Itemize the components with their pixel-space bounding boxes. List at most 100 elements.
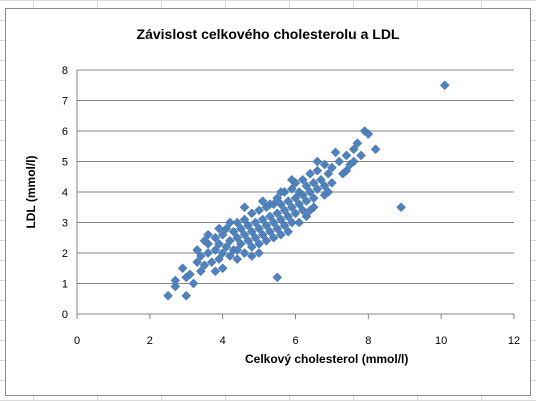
data-point bbox=[396, 202, 406, 213]
y-tick-label: 4 bbox=[62, 187, 68, 199]
data-point bbox=[327, 162, 337, 173]
data-point bbox=[246, 251, 257, 261]
data-point bbox=[217, 248, 228, 258]
data-point bbox=[217, 229, 228, 240]
data-point bbox=[297, 205, 308, 216]
data-point bbox=[272, 272, 283, 283]
data-point bbox=[287, 174, 297, 185]
data-point bbox=[228, 226, 239, 237]
data-point bbox=[276, 229, 286, 240]
data-point bbox=[195, 251, 206, 261]
data-point bbox=[203, 229, 213, 240]
data-point bbox=[297, 174, 308, 185]
data-point bbox=[250, 232, 261, 243]
data-point bbox=[308, 177, 319, 188]
data-point bbox=[279, 220, 290, 231]
data-point bbox=[272, 223, 283, 234]
data-point bbox=[192, 257, 203, 268]
y-tick-label: 0 bbox=[62, 309, 68, 321]
data-point bbox=[323, 168, 334, 179]
y-axis-label: LDL (mmol/l) bbox=[24, 155, 38, 229]
data-point bbox=[192, 245, 203, 255]
data-point bbox=[177, 263, 188, 274]
data-point bbox=[268, 232, 279, 243]
data-point bbox=[163, 290, 173, 301]
data-point bbox=[265, 199, 275, 210]
data-point bbox=[239, 248, 250, 258]
chart-title: Závislost celkového cholesterolu a LDL bbox=[136, 26, 400, 42]
data-point bbox=[210, 245, 221, 255]
data-point bbox=[206, 257, 217, 268]
data-point bbox=[301, 211, 312, 222]
data-point bbox=[279, 205, 290, 216]
data-point bbox=[348, 156, 359, 167]
data-point bbox=[232, 254, 243, 264]
data-point bbox=[236, 238, 246, 249]
data-point bbox=[334, 156, 345, 167]
y-tick-label: 1 bbox=[62, 279, 68, 291]
data-point bbox=[272, 208, 283, 219]
x-tick-label: 8 bbox=[365, 335, 371, 347]
data-point bbox=[203, 248, 213, 258]
y-tick-label: 2 bbox=[62, 248, 68, 260]
data-point bbox=[210, 266, 221, 277]
data-point bbox=[287, 184, 297, 194]
data-point bbox=[225, 235, 235, 246]
data-point bbox=[265, 211, 275, 222]
data-point bbox=[214, 223, 224, 234]
data-point bbox=[363, 129, 374, 139]
data-point bbox=[239, 214, 250, 225]
data-point bbox=[370, 144, 381, 155]
x-tick-label: 0 bbox=[74, 335, 80, 347]
data-point bbox=[287, 217, 297, 228]
data-point bbox=[439, 80, 450, 91]
data-point bbox=[199, 260, 210, 271]
data-point bbox=[301, 196, 312, 207]
data-point bbox=[261, 235, 272, 246]
data-point bbox=[232, 217, 243, 228]
data-point bbox=[254, 223, 264, 234]
data-point bbox=[341, 150, 352, 161]
data-point bbox=[341, 165, 352, 176]
data-point bbox=[243, 220, 254, 231]
data-point bbox=[276, 214, 286, 225]
data-point bbox=[246, 208, 257, 219]
data-point bbox=[283, 211, 294, 222]
data-point bbox=[290, 193, 301, 203]
data-point bbox=[195, 266, 206, 277]
x-tick-label: 2 bbox=[147, 335, 153, 347]
data-point bbox=[214, 238, 224, 249]
data-point bbox=[243, 235, 254, 246]
data-point bbox=[276, 199, 286, 210]
x-tick-label: 12 bbox=[508, 335, 520, 347]
data-point bbox=[185, 269, 195, 280]
data-point bbox=[272, 193, 283, 203]
data-point bbox=[199, 235, 210, 246]
data-point bbox=[181, 290, 192, 301]
data-point bbox=[217, 263, 228, 274]
data-point bbox=[327, 177, 337, 188]
data-point bbox=[170, 275, 181, 286]
data-point bbox=[294, 217, 304, 228]
data-point bbox=[283, 196, 294, 207]
x-axis-label: Celkový cholesterol (mmol/l) bbox=[245, 352, 409, 366]
data-point bbox=[305, 168, 315, 179]
data-point bbox=[305, 187, 315, 197]
data-point bbox=[225, 251, 235, 261]
data-point bbox=[246, 226, 257, 237]
data-point bbox=[257, 196, 268, 207]
data-point bbox=[225, 217, 235, 228]
data-point bbox=[265, 226, 275, 237]
data-point bbox=[290, 208, 301, 219]
x-tick-label: 4 bbox=[220, 335, 226, 347]
data-point bbox=[356, 150, 366, 161]
data-point bbox=[170, 281, 181, 292]
data-point bbox=[323, 187, 334, 197]
y-tick-label: 8 bbox=[62, 65, 68, 77]
data-point bbox=[254, 248, 264, 258]
data-point bbox=[268, 217, 279, 228]
data-point bbox=[312, 156, 323, 167]
data-point bbox=[232, 232, 243, 243]
data-point bbox=[221, 242, 232, 252]
